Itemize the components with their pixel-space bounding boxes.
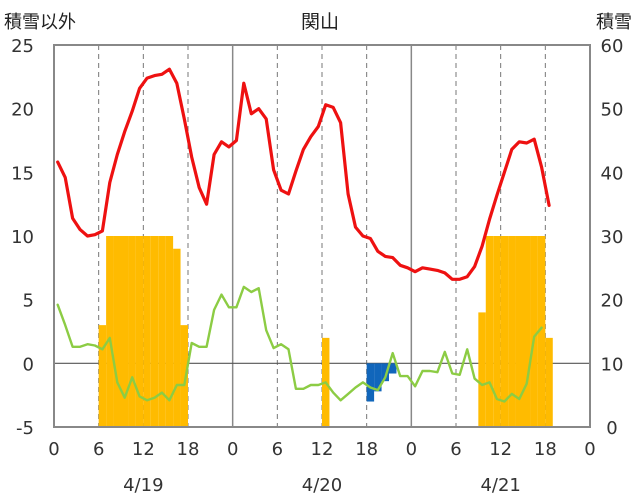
precip-bar: [530, 236, 538, 427]
precip-bar: [106, 236, 114, 427]
x-tick-label: 12: [311, 439, 334, 460]
snow-bar: [374, 363, 382, 392]
x-tick-label: 6: [93, 439, 104, 460]
x-tick-label: 0: [406, 439, 417, 460]
right-tick-label: 50: [601, 100, 624, 121]
precip-bar: [537, 236, 546, 427]
snow-bar: [389, 363, 397, 374]
right-tick-label: 30: [601, 227, 624, 248]
left-tick-label: 10: [11, 227, 34, 248]
x-tick-label: 12: [132, 439, 155, 460]
precip-bar: [180, 325, 188, 427]
precip-bar: [173, 248, 181, 427]
x-tick-label: 18: [355, 439, 378, 460]
precip-bar: [485, 236, 494, 427]
x-tick-label: 6: [272, 439, 283, 460]
line-layer: [56, 67, 551, 403]
temperature-line: [56, 67, 551, 281]
precip-bar: [135, 236, 144, 427]
left-tick-label: -5: [16, 418, 34, 439]
tick-labels: -5 0 5 10 15 20 25 0 10 20 30 40 50 60 0 6 12 18 0 6 12 18 0 6 1…: [11, 36, 623, 496]
precip-bar: [143, 236, 151, 427]
date-label: 4/21: [480, 475, 520, 496]
precip-bar: [128, 236, 136, 427]
plot-frame: [53, 44, 591, 428]
precip-bar: [545, 337, 553, 427]
precip-bar: [523, 236, 531, 427]
bar-layer: [98, 236, 553, 427]
left-tick-label: 25: [11, 36, 34, 57]
x-tick-label: 0: [227, 439, 238, 460]
right-tick-label: 20: [601, 291, 624, 312]
right-tick-label: 0: [606, 418, 617, 439]
precip-bar: [515, 236, 523, 427]
precip-bar: [493, 236, 501, 427]
precip-bar: [113, 236, 121, 427]
precip-bar: [158, 236, 166, 427]
left-tick-label: 15: [11, 163, 34, 184]
date-label: 4/19: [123, 475, 163, 496]
precip-bar: [500, 236, 509, 427]
right-axis-label: 積雪: [596, 12, 632, 33]
precip-bar: [165, 236, 174, 427]
x-tick-label: 0: [584, 439, 595, 460]
snow-bar: [366, 363, 375, 402]
precip-bar: [508, 236, 516, 427]
precip-bar: [150, 236, 159, 427]
left-tick-label: 0: [23, 354, 34, 375]
left-axis-label: 積雪以外: [4, 12, 76, 33]
snow-bar: [381, 363, 389, 382]
date-label: 4/20: [302, 475, 342, 496]
x-tick-label: 18: [177, 439, 200, 460]
left-tick-label: 5: [23, 291, 34, 312]
precip-bar: [98, 325, 107, 427]
chart-title: 関山: [301, 11, 339, 33]
precip-bar: [478, 312, 486, 427]
x-tick-label: 6: [450, 439, 461, 460]
secondary-line: [56, 285, 543, 403]
x-tick-label: 18: [534, 439, 557, 460]
right-tick-label: 60: [601, 36, 624, 57]
x-tick-label: 0: [48, 439, 59, 460]
x-tick-label: 12: [489, 439, 512, 460]
right-tick-label: 10: [601, 354, 624, 375]
right-tick-label: 40: [601, 163, 624, 184]
left-tick-label: 20: [11, 100, 34, 121]
precip-bar: [121, 236, 129, 427]
